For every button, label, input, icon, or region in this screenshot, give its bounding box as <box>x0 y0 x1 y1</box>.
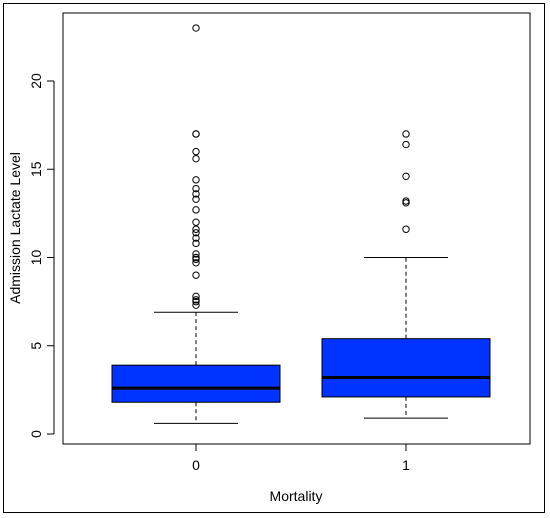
outlier-point <box>192 147 200 156</box>
outlier-point <box>192 184 200 193</box>
outlier-point <box>192 296 200 304</box>
y-tick-label: 0 <box>28 430 44 438</box>
outlier-point <box>192 130 200 138</box>
y-tick-label: 20 <box>28 73 44 89</box>
x-tick-label: 1 <box>402 457 410 473</box>
x-axis-label: Mortality <box>270 488 323 504</box>
outlier-point <box>192 301 200 309</box>
box-group-1 <box>321 130 491 419</box>
outlier-point <box>192 259 200 267</box>
y-axis-label: Admission Lactate Level <box>7 152 23 304</box>
outlier-point <box>192 24 200 32</box>
outlier-point <box>192 154 200 163</box>
figure-frame <box>3 3 545 513</box>
outlier-point <box>192 195 200 203</box>
y-tick-label: 10 <box>28 250 44 266</box>
y-tick-label: 5 <box>28 342 44 350</box>
outlier-point <box>192 218 200 226</box>
iqr-box <box>321 338 491 398</box>
box-group-0 <box>111 24 281 424</box>
x-tick-label: 0 <box>192 457 200 473</box>
outlier-point <box>192 250 200 258</box>
outlier-point <box>192 176 200 184</box>
y-axis: 0 5 10 15 20 <box>28 73 55 438</box>
outlier-point <box>192 225 200 233</box>
outlier-point <box>402 225 410 233</box>
boxes-layer <box>111 24 491 424</box>
outlier-point <box>192 292 200 301</box>
outlier-point <box>402 197 410 205</box>
outlier-point <box>192 229 200 237</box>
outlier-point <box>192 253 200 262</box>
outlier-point <box>402 172 410 181</box>
outlier-point <box>402 140 410 149</box>
outlier-point <box>192 190 200 198</box>
y-tick-label: 15 <box>28 161 44 177</box>
outlier-point <box>192 271 200 279</box>
outlier-point <box>192 239 200 248</box>
outlier-point <box>402 130 410 138</box>
iqr-box <box>111 364 281 403</box>
outlier-point <box>192 206 200 214</box>
outlier-point <box>192 234 200 242</box>
